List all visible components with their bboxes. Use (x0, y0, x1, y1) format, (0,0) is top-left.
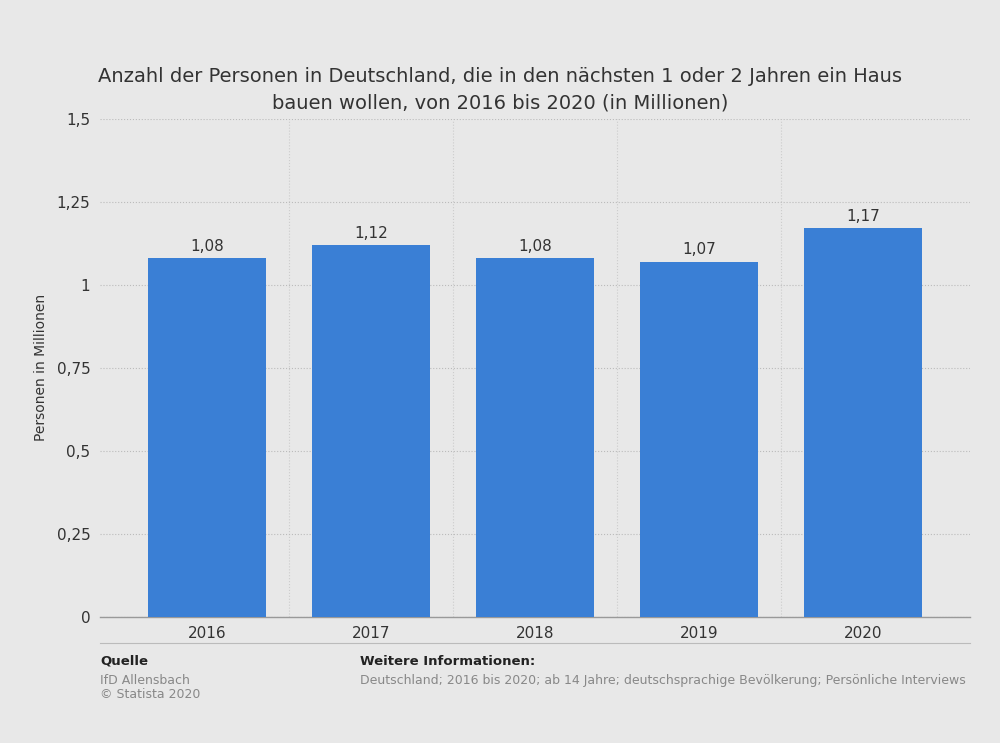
Text: 1,07: 1,07 (682, 242, 716, 257)
Text: 1,12: 1,12 (354, 226, 388, 241)
Text: IfD Allensbach: IfD Allensbach (100, 674, 190, 687)
Bar (640, 262, 758, 617)
Text: Deutschland; 2016 bis 2020; ab 14 Jahre; deutschsprachige Bevölkerung; Persönlic: Deutschland; 2016 bis 2020; ab 14 Jahre;… (360, 674, 966, 687)
Text: © Statista 2020: © Statista 2020 (100, 689, 200, 701)
Text: Quelle: Quelle (100, 655, 148, 668)
Bar (804, 228, 922, 617)
Y-axis label: Personen in Millionen: Personen in Millionen (34, 294, 48, 441)
Text: 1,08: 1,08 (518, 239, 552, 254)
Bar (312, 245, 430, 617)
Text: 1,17: 1,17 (846, 209, 880, 224)
Bar (148, 259, 266, 617)
Text: 1,08: 1,08 (190, 239, 224, 254)
Bar (476, 259, 594, 617)
Text: Weitere Informationen:: Weitere Informationen: (360, 655, 535, 668)
Text: Anzahl der Personen in Deutschland, die in den nächsten 1 oder 2 Jahren ein Haus: Anzahl der Personen in Deutschland, die … (98, 67, 902, 112)
